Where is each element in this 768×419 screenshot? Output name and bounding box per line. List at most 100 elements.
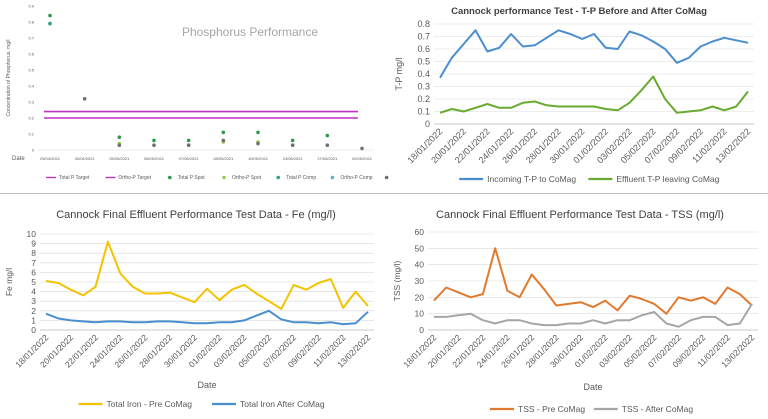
- fe-chart-svg: Cannock Final Effluent Performance Test …: [4, 209, 374, 409]
- series-line: [439, 75, 749, 114]
- data-point: [152, 143, 156, 147]
- data-point: [325, 143, 330, 147]
- data-point: [117, 135, 122, 139]
- legend-label: Ortho-P Spot: [232, 175, 262, 181]
- series-line: [45, 309, 369, 326]
- y-axis-label: T-P mg/l: [394, 57, 404, 90]
- data-point: [221, 130, 226, 135]
- y-tick-label: 20: [415, 292, 425, 302]
- y-tick-label: 60: [415, 227, 425, 237]
- y-tick-label: 0.4: [417, 69, 430, 79]
- y-tick-label: 0.6: [28, 51, 34, 56]
- data-point: [117, 143, 122, 147]
- y-axis-label: Fe mg/l: [4, 268, 14, 296]
- data-point: [186, 138, 191, 143]
- y-tick-label: 0.7: [417, 32, 430, 42]
- y-tick-label: 50: [415, 243, 425, 253]
- x-axis-label: Date: [583, 382, 602, 392]
- y-tick-label: 0: [419, 325, 424, 335]
- y-tick-label: 8: [31, 248, 36, 258]
- legend-label: Effluent T-P leaving CoMag: [616, 174, 719, 184]
- x-tick-label: 02/05/2021: [352, 156, 373, 161]
- y-tick-label: 9: [31, 239, 36, 249]
- y-tick-label: 0.1: [28, 131, 34, 136]
- y-tick-label: 0: [31, 325, 36, 335]
- tss-chart-svg: Cannock Final Effluent Performance Test …: [392, 209, 758, 414]
- legend-label: Total P Spot: [178, 175, 205, 181]
- y-tick-label: 1: [31, 315, 36, 325]
- x-tick-label: 06/05/2021: [144, 156, 165, 161]
- y-tick-label: 0.6: [417, 44, 430, 54]
- legend-label: Total Iron After CoMag: [240, 399, 325, 409]
- y-tick-label: 0.8: [417, 19, 430, 29]
- legend-swatch: [276, 175, 281, 180]
- x-axis-label: Date: [197, 380, 216, 390]
- tp-chart-svg: Cannock performance Test - T-P Before an…: [394, 6, 754, 184]
- y-tick-label: 10: [27, 229, 37, 239]
- y-tick-label: 0.3: [417, 82, 430, 92]
- data-point: [360, 146, 364, 151]
- y-tick-label: 0.4: [28, 83, 34, 88]
- x-tick-label: 25/04/2021: [40, 156, 61, 161]
- chart-title: Cannock performance Test - T-P Before an…: [451, 6, 707, 17]
- legend-label: Ortho-P Comp: [340, 175, 372, 181]
- legend-label: Total P Target: [59, 175, 90, 181]
- phosphorus-chart-svg: Phosphorus Performance 0 0.1 0.2 0.3 0.4 0.5 0.…: [6, 3, 420, 181]
- data-point: [221, 138, 226, 143]
- legend-label: Total Iron - Pre CoMag: [107, 399, 193, 409]
- chart-title: Phosphorus Performance: [182, 25, 318, 39]
- y-tick-label: 6: [31, 267, 36, 277]
- data-point: [186, 143, 191, 147]
- data-point: [256, 141, 260, 146]
- horizontal-divider: [0, 193, 768, 194]
- x-tick-label: 24/05/2021: [283, 156, 304, 161]
- y-tick-label: 0.9: [28, 3, 34, 8]
- phosphorus-chart: Phosphorus Performance 0 0.1 0.2 0.3 0.4 0.5 0.…: [0, 0, 420, 190]
- x-tick-label: 30/04/2021: [75, 156, 96, 161]
- data-point: [48, 21, 52, 26]
- legend-swatch: [222, 175, 226, 180]
- x-tick-label: 07/05/2021: [179, 156, 200, 161]
- legend-label: Total P Comp: [286, 175, 316, 181]
- x-tick-label: 10/05/2021: [248, 156, 269, 161]
- y-tick-label: 0.8: [28, 19, 34, 24]
- data-point: [290, 143, 295, 147]
- y-tick-label: 7: [31, 258, 36, 268]
- y-tick-label: 0.3: [28, 99, 34, 104]
- legend-swatch: [384, 175, 389, 180]
- legend-label: TSS - After CoMag: [622, 404, 694, 414]
- data-point: [290, 138, 295, 143]
- legend-swatch: [330, 175, 335, 180]
- y-tick-label: 4: [31, 287, 36, 297]
- y-tick-label: 0.5: [417, 57, 430, 67]
- y-tick-label: 5: [31, 277, 36, 287]
- chart-title: Cannock Final Effluent Performance Test …: [56, 209, 336, 221]
- data-point: [256, 130, 260, 135]
- y-tick-label: 3: [31, 296, 36, 306]
- y-tick-label: 10: [415, 309, 425, 319]
- series-line: [45, 240, 369, 310]
- y-tick-label: 30: [415, 276, 425, 286]
- y-tick-label: 0.7: [28, 35, 34, 40]
- data-point: [152, 138, 156, 143]
- y-axis-label: Concentration of Phosphorus, mg/l: [6, 40, 12, 117]
- y-tick-label: 0: [425, 119, 430, 129]
- y-tick-label: 0.2: [417, 94, 430, 104]
- y-axis-label: TSS (mg/l): [392, 261, 402, 302]
- legend-swatch: [168, 175, 172, 180]
- legend-label: Incoming T-P to CoMag: [487, 174, 576, 184]
- x-tick-label: 08/05/2021: [213, 156, 234, 161]
- series-line: [439, 29, 749, 79]
- y-tick-label: 40: [415, 260, 425, 270]
- data-point: [48, 13, 52, 18]
- legend-label: TSS - Pre CoMag: [518, 404, 585, 414]
- y-tick-label: 2: [31, 306, 36, 316]
- series-line: [433, 247, 753, 315]
- x-tick-label: 05/05/2021: [109, 156, 130, 161]
- data-point: [82, 97, 87, 101]
- legend-label: Ortho-P Target: [118, 175, 151, 181]
- chart-title: Cannock Final Effluent Performance Test …: [436, 209, 724, 221]
- series-line: [434, 303, 753, 328]
- tp-chart: Cannock performance Test - T-P Before an…: [390, 0, 768, 190]
- y-tick-label: 0: [32, 147, 35, 152]
